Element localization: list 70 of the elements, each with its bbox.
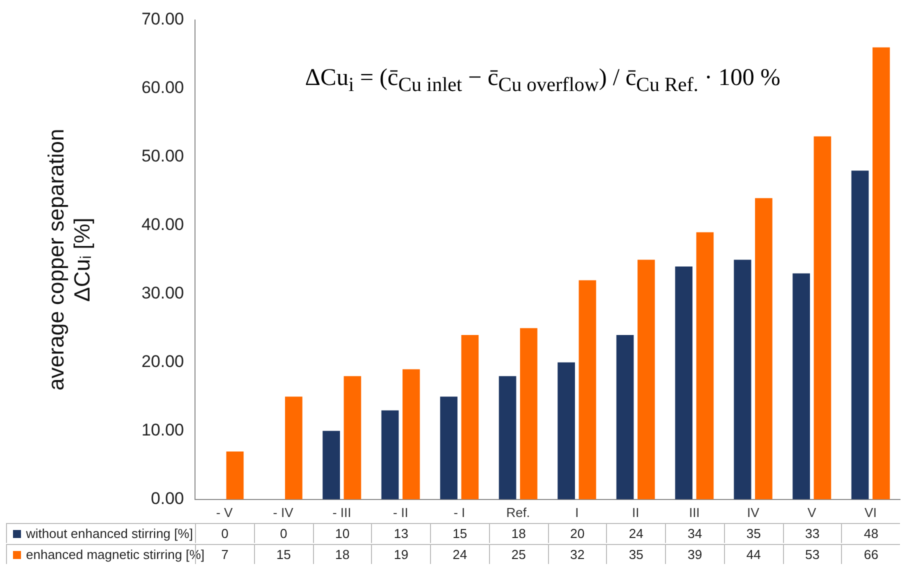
data-label: 35: [724, 523, 782, 544]
x-tick-label: II: [632, 504, 640, 520]
y-axis-title: average copper separation ΔCuᵢ [%]: [43, 128, 95, 391]
bar: [440, 396, 458, 500]
x-tick-label: Ref.: [506, 504, 530, 520]
x-tick-label: - V: [216, 504, 234, 520]
y-tick-label: 50.00: [141, 146, 184, 166]
data-label: 0: [195, 523, 254, 544]
bar: [381, 410, 399, 500]
bar: [558, 362, 575, 500]
data-label: 34: [665, 523, 724, 544]
data-label: 13: [371, 523, 430, 544]
bar: [675, 266, 692, 500]
bar: [814, 136, 832, 500]
data-label: 20: [548, 523, 606, 544]
data-label: 18: [312, 544, 372, 564]
y-tick-label: 30.00: [141, 284, 184, 303]
x-tick-label: V: [808, 504, 817, 520]
legend-label: enhanced magnetic stirring [%]: [25, 546, 204, 564]
x-tick-label: - II: [393, 504, 408, 520]
data-label: 25: [488, 544, 548, 564]
data-label: 19: [371, 544, 430, 564]
data-label: 48: [841, 523, 900, 544]
data-label: 53: [782, 544, 842, 564]
bar: [755, 198, 772, 500]
y-tick-label: 70.00: [141, 10, 184, 29]
bar: [322, 430, 340, 500]
data-label: 24: [430, 544, 489, 564]
x-tick-label: IV: [746, 504, 760, 520]
bar: [872, 47, 890, 500]
bar: [498, 376, 516, 500]
data-label: 32: [548, 544, 606, 564]
bar: [792, 273, 810, 500]
bar: [616, 335, 634, 500]
data-label: 10: [312, 523, 372, 544]
y-tick-label: 0.00: [150, 489, 184, 508]
x-tick-label: - I: [454, 504, 466, 520]
y-tick-label: 10.00: [141, 420, 184, 440]
data-label: 0: [254, 523, 312, 544]
x-tick-label: - III: [332, 504, 352, 520]
data-label: 44: [724, 544, 782, 564]
data-label: 18: [488, 523, 548, 544]
data-label: 7: [221, 547, 228, 562]
data-label: 15: [254, 544, 312, 564]
bar: [734, 260, 752, 500]
bar: [461, 335, 479, 500]
data-label: 35: [606, 544, 665, 564]
bar: [285, 396, 302, 500]
bar: [638, 260, 655, 500]
data-label: 15: [430, 523, 489, 544]
y-tick-label: 20.00: [141, 352, 184, 372]
bar: [402, 369, 420, 500]
bar: [696, 232, 714, 500]
data-label: 33: [782, 523, 842, 544]
x-tick-label: I: [575, 504, 579, 520]
data-label: 39: [665, 544, 724, 564]
y-tick-label: 60.00: [141, 78, 184, 98]
bar: [578, 280, 596, 500]
bar: [520, 328, 538, 500]
x-tick-label: III: [688, 504, 700, 520]
y-tick-label: 40.00: [141, 215, 184, 234]
x-tick-label: - IV: [273, 504, 294, 520]
data-label: 66: [841, 544, 900, 564]
x-tick-label: VI: [864, 504, 877, 520]
data-label: 24: [606, 523, 665, 544]
legend-label: without enhanced stirring [%]: [6, 523, 195, 544]
bar: [226, 451, 244, 500]
bar: [344, 376, 362, 500]
text: ΔCu$_{i}$ = (c̄$_{Cu inlet}$ − c̄$_{Cu overflow}$) / c̄$_{Cu Ref.}$ · 100 %: [305, 65, 780, 96]
bar: [851, 170, 869, 500]
